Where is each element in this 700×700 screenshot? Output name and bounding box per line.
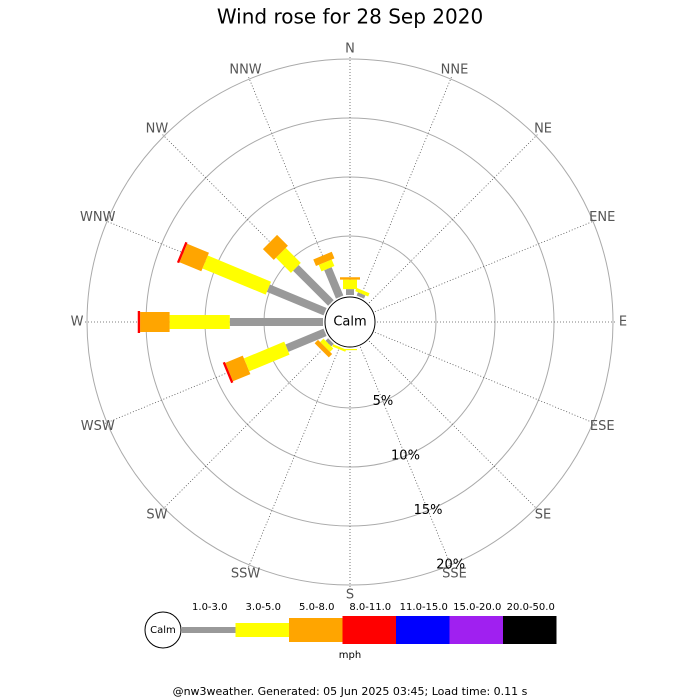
- r-tick-label: 5%: [373, 394, 394, 409]
- direction-label: SSW: [231, 567, 261, 582]
- direction-label: E: [619, 315, 627, 330]
- wind-bar: [320, 338, 334, 352]
- r-tick-label: 20%: [436, 557, 465, 572]
- spoke: [368, 340, 538, 510]
- legend-calm-circle: [144, 611, 182, 649]
- legend-label: 8.0-11.0: [349, 602, 391, 613]
- direction-label: SW: [146, 508, 167, 523]
- legend-label: 15.0-20.0: [453, 602, 501, 613]
- direction-label: N: [345, 42, 355, 57]
- direction-label: SSE: [442, 567, 467, 582]
- legend-label: 11.0-15.0: [400, 602, 448, 613]
- wind-bar: [324, 267, 344, 299]
- spoke: [359, 77, 452, 298]
- footer: @nw3weather. Generated: 05 Jun 2025 03:4…: [173, 685, 528, 698]
- wind-bar: [356, 292, 366, 299]
- wind-bar: [140, 312, 170, 332]
- legend-swatch: [289, 618, 343, 642]
- legend-swatch: [342, 616, 396, 644]
- wind-bar: [346, 289, 354, 295]
- unit-label: mph: [339, 650, 361, 661]
- r-tick-label: 15%: [414, 503, 443, 518]
- wind-bar: [293, 265, 334, 306]
- wind-bar: [137, 311, 141, 333]
- wind-bar: [314, 339, 333, 358]
- legend-swatch: [235, 623, 289, 637]
- wind-bar: [176, 241, 188, 264]
- direction-label: W: [71, 315, 84, 330]
- direction-label: ESE: [590, 419, 615, 434]
- direction-label: S: [346, 588, 354, 603]
- wind-bar: [243, 341, 290, 372]
- spoke: [374, 220, 595, 313]
- direction-label: NNW: [229, 62, 261, 77]
- legend-label: 1.0-3.0: [192, 602, 227, 613]
- wind-bar: [332, 344, 347, 352]
- legend-swatch: [503, 616, 557, 644]
- wind-bar: [262, 234, 288, 260]
- direction-label: SE: [535, 508, 551, 523]
- wind-bar: [179, 243, 209, 272]
- calm-label: Calm: [333, 315, 366, 330]
- direction-label: WNW: [80, 210, 116, 225]
- legend-swatch: [449, 616, 503, 644]
- legend-label: 20.0-50.0: [507, 602, 555, 613]
- spoke: [248, 346, 341, 567]
- legend-calm-label: Calm: [150, 625, 176, 636]
- wind-bar: [343, 349, 357, 351]
- wind-bar: [202, 255, 272, 295]
- wind-bar: [176, 240, 186, 264]
- direction-label: NW: [146, 121, 169, 136]
- wind-bar: [222, 361, 232, 385]
- legend-swatch: [182, 627, 236, 633]
- ring: [86, 58, 614, 586]
- wind-bar: [229, 318, 323, 326]
- spoke: [368, 134, 538, 304]
- calm-circle: [324, 296, 376, 348]
- direction-label: NE: [534, 121, 552, 136]
- wind-bar: [355, 287, 370, 297]
- spoke: [162, 340, 332, 510]
- direction-label: ENE: [589, 210, 615, 225]
- wind-bar: [266, 284, 327, 316]
- wind-bar: [343, 279, 357, 290]
- wind-bar: [169, 315, 230, 329]
- spoke: [359, 346, 452, 567]
- wind-bar: [275, 247, 301, 273]
- wind-bar: [225, 355, 251, 382]
- legend-swatch: [396, 616, 450, 644]
- wind-bar: [325, 338, 334, 347]
- wind-bar: [313, 251, 335, 266]
- chart-title: Wind rose for 28 Sep 2020: [217, 5, 483, 29]
- r-tick-label: 10%: [391, 448, 420, 463]
- wind-bar: [285, 328, 327, 352]
- wind-bar: [318, 259, 335, 272]
- legend-label: 5.0-8.0: [299, 602, 334, 613]
- wind-bar: [340, 277, 360, 280]
- spoke: [374, 331, 595, 424]
- legend-label: 3.0-5.0: [246, 602, 281, 613]
- wind-bar: [222, 361, 234, 384]
- direction-label: WSW: [81, 419, 115, 434]
- direction-label: NNE: [441, 62, 469, 77]
